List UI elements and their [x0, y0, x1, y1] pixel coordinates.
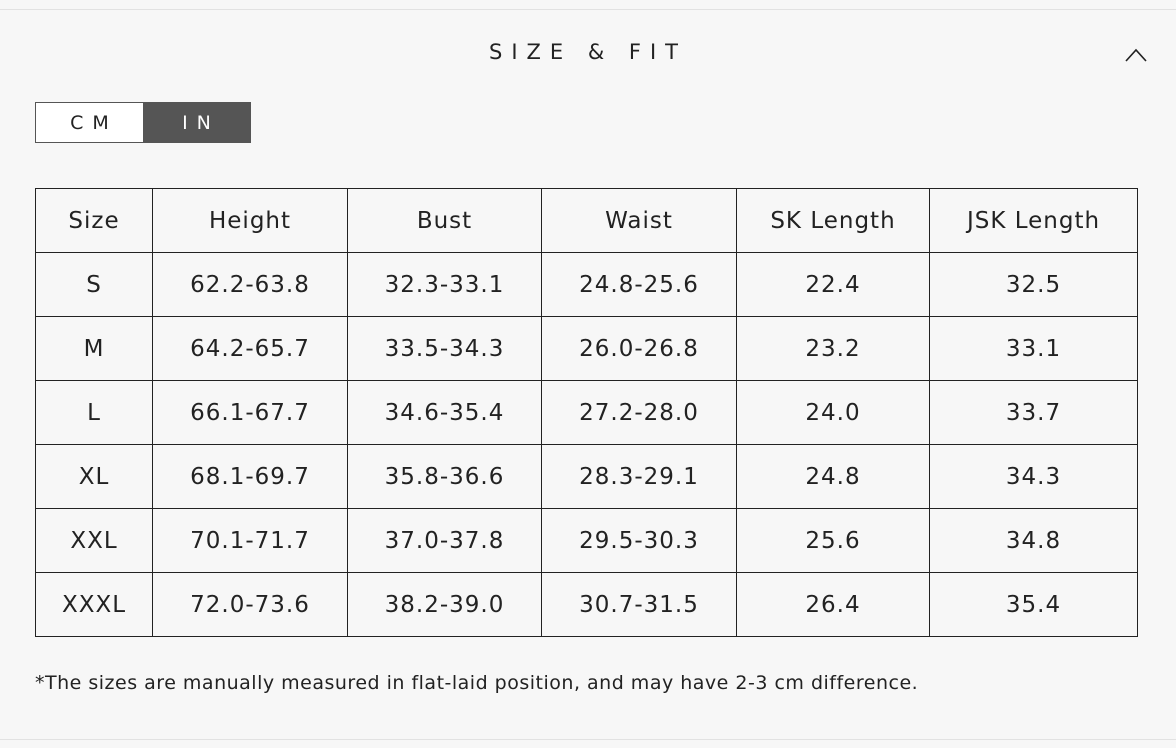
table-cell: 35.4: [929, 572, 1138, 637]
table-cell: 30.7-31.5: [541, 572, 737, 637]
table-cell: 28.3-29.1: [541, 444, 737, 509]
column-header: Height: [152, 188, 348, 253]
table-row: M 64.2-65.7 33.5-34.3 26.0-26.8 23.2 33.1: [35, 316, 1138, 381]
table-cell: 22.4: [736, 252, 930, 317]
table-cell: 34.6-35.4: [347, 380, 542, 445]
table-cell: 34.8: [929, 508, 1138, 573]
unit-option[interactable]: IN: [143, 103, 250, 142]
table-cell: 26.4: [736, 572, 930, 637]
divider: [0, 9, 1176, 10]
footnote: *The sizes are manually measured in flat…: [35, 672, 919, 694]
table-cell: 62.2-63.8: [152, 252, 348, 317]
header-row: Size Height Bust Waist SK Length JSK Length: [35, 188, 1138, 253]
column-header: Bust: [347, 188, 542, 253]
table-cell: XL: [35, 444, 153, 509]
table-cell: 33.1: [929, 316, 1138, 381]
table-row: L 66.1-67.7 34.6-35.4 27.2-28.0 24.0 33.7: [35, 380, 1138, 445]
table-cell: 34.3: [929, 444, 1138, 509]
table-cell: XXL: [35, 508, 153, 573]
table-row: XXL 70.1-71.7 37.0-37.8 29.5-30.3 25.6 34.8: [35, 508, 1138, 573]
column-header: Waist: [541, 188, 737, 253]
table-cell: 24.0: [736, 380, 930, 445]
table-row: XXXL 72.0-73.6 38.2-39.0 30.7-31.5 26.4 35.4: [35, 572, 1138, 637]
table-cell: 64.2-65.7: [152, 316, 348, 381]
size-table: Size Height Bust Waist SK Length JSK Length S 6…: [35, 188, 1138, 637]
table-cell: 33.7: [929, 380, 1138, 445]
section-title: SIZE & FIT: [488, 40, 687, 64]
table-cell: 72.0-73.6: [152, 572, 348, 637]
column-header: SK Length: [736, 188, 930, 253]
table-cell: 29.5-30.3: [541, 508, 737, 573]
table-cell: 32.5: [929, 252, 1138, 317]
unit-option[interactable]: CM: [36, 103, 143, 142]
table-cell: 23.2: [736, 316, 930, 381]
collapse-chevron[interactable]: [1124, 46, 1148, 64]
table-cell: 26.0-26.8: [541, 316, 737, 381]
table-cell: 68.1-69.7: [152, 444, 348, 509]
table-row: XL 68.1-69.7 35.8-36.6 28.3-29.1 24.8 34.3: [35, 444, 1138, 509]
table-cell: 35.8-36.6: [347, 444, 542, 509]
table-cell: 27.2-28.0: [541, 380, 737, 445]
table-cell: 24.8: [736, 444, 930, 509]
divider: [0, 739, 1176, 740]
column-header: Size: [35, 188, 153, 253]
table-cell: 33.5-34.3: [347, 316, 542, 381]
table-cell: M: [35, 316, 153, 381]
table-row: S 62.2-63.8 32.3-33.1 24.8-25.6 22.4 32.5: [35, 252, 1138, 317]
table-cell: S: [35, 252, 153, 317]
unit-toggle: CM IN: [35, 102, 251, 143]
table-cell: L: [35, 380, 153, 445]
table-cell: 70.1-71.7: [152, 508, 348, 573]
table-cell: 37.0-37.8: [347, 508, 542, 573]
table-cell: 32.3-33.1: [347, 252, 542, 317]
table-cell: 25.6: [736, 508, 930, 573]
table-cell: 66.1-67.7: [152, 380, 348, 445]
table-cell: 38.2-39.0: [347, 572, 542, 637]
table-cell: XXXL: [35, 572, 153, 637]
column-header: JSK Length: [929, 188, 1138, 253]
table-cell: 24.8-25.6: [541, 252, 737, 317]
